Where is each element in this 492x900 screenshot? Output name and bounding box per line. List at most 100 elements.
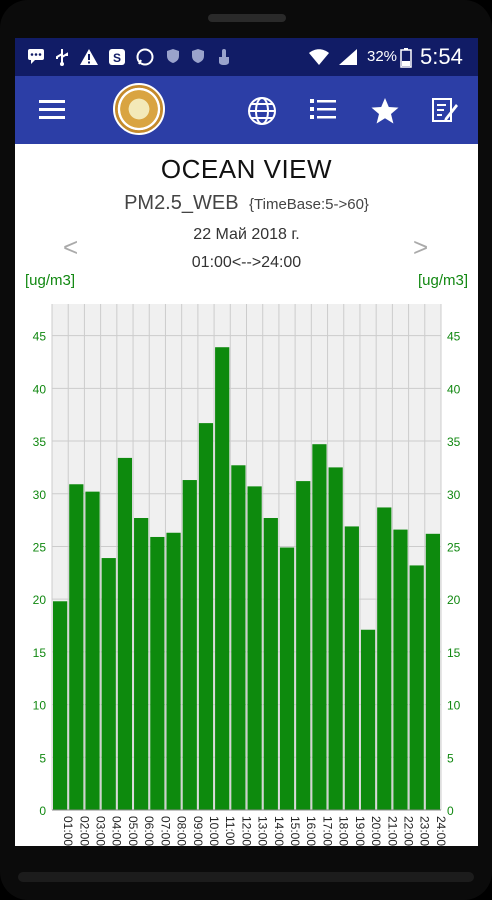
x-tick-label: 23:00: [418, 816, 432, 846]
x-tick-label: 20:00: [369, 816, 383, 846]
bar-23:00: [409, 565, 424, 810]
x-tick-label: 16:00: [304, 816, 318, 846]
bar-10:00: [198, 423, 214, 810]
sensor-name: PM2.5_WEB: [124, 192, 239, 214]
y-tick-left: 35: [33, 435, 47, 449]
phone-bottom-bezel: [18, 872, 474, 882]
edit-icon[interactable]: [429, 96, 461, 126]
y-tick-right: 25: [447, 540, 461, 554]
app-bar: [15, 76, 478, 144]
usb-icon: [55, 48, 69, 71]
y-tick-left: 40: [33, 382, 47, 396]
bars: [53, 347, 440, 810]
y-tick-right: 5: [447, 751, 454, 765]
x-tick-label: 12:00: [239, 816, 253, 846]
x-tick-label: 04:00: [110, 816, 124, 846]
shield-icon: [166, 48, 180, 69]
y-tick-right: 35: [447, 435, 461, 449]
sensor-line: PM2.5_WEB {TimeBase:5->60}: [15, 192, 478, 215]
menu-icon[interactable]: [39, 100, 65, 120]
bar-05:00: [117, 457, 133, 810]
x-tick-label: 24:00: [434, 816, 448, 846]
bar-chart: 0 0 5 5 10 10 15 15 20 20 25 25 30 30 35 35 40 40 45 45 01:0…: [33, 304, 461, 846]
y-tick-left: 30: [33, 488, 47, 502]
bar-15:00: [279, 547, 295, 810]
phone-speaker: [208, 14, 286, 22]
station-title: OCEAN VIEW: [160, 154, 333, 184]
grid-lines: [51, 304, 442, 811]
y-tick-left: 0: [39, 804, 46, 818]
y-axis-unit-left: [ug/m3]: [25, 272, 76, 289]
battery-percent: 32%: [367, 48, 398, 65]
bar-11:00: [215, 347, 230, 810]
bar-09:00: [182, 480, 197, 810]
y-tick-left: 10: [33, 699, 47, 713]
x-tick-label: 22:00: [401, 816, 415, 846]
y-tick-right: 30: [447, 488, 461, 502]
globe-icon[interactable]: [246, 96, 278, 126]
y-tick-right: 45: [447, 330, 461, 344]
svg-text:S: S: [113, 51, 121, 65]
shield-icon: [191, 48, 205, 69]
bar-16:00: [296, 481, 311, 810]
bar-01:00: [53, 601, 68, 810]
x-tick-label: 08:00: [175, 816, 189, 846]
x-tick-label: 09:00: [191, 816, 205, 846]
whatsapp-icon: [136, 48, 154, 71]
x-tick-label: 07:00: [158, 816, 172, 846]
y-tick-right: 20: [447, 593, 461, 607]
y-axis-unit-right: [ug/m3]: [417, 272, 468, 289]
y-tick-right: 0: [447, 804, 454, 818]
bar-13:00: [247, 486, 262, 810]
touch-icon: [217, 48, 231, 71]
bar-02:00: [69, 484, 84, 810]
bar-08:00: [166, 532, 181, 810]
x-tick-label: 10:00: [207, 816, 221, 846]
bar-06:00: [134, 517, 149, 810]
bar-20:00: [360, 629, 376, 810]
x-tick-label: 15:00: [288, 816, 302, 846]
time-range-label: 01:00<-->24:00: [191, 254, 302, 271]
star-icon[interactable]: [369, 96, 401, 126]
y-tick-left: 20: [33, 593, 47, 607]
message-icon: [27, 48, 45, 69]
bar-21:00: [377, 507, 392, 810]
list-icon[interactable]: [307, 96, 339, 126]
y-tick-left: 5: [39, 751, 46, 765]
wifi-icon: [308, 48, 330, 71]
y-tick-left: 25: [33, 540, 47, 554]
bar-04:00: [101, 558, 116, 810]
date-label: 22 Май 2018 г.: [193, 226, 300, 243]
x-tick-label: 01:00: [61, 816, 75, 846]
x-tick-label: 13:00: [256, 816, 270, 846]
bar-17:00: [312, 444, 327, 810]
prev-day-arrow[interactable]: <: [63, 232, 79, 262]
next-day-arrow[interactable]: >: [413, 232, 429, 262]
x-tick-label: 18:00: [337, 816, 351, 846]
bar-03:00: [85, 491, 100, 810]
x-tick-label: 14:00: [272, 816, 286, 846]
bar-24:00: [425, 533, 440, 810]
y-tick-left: 15: [33, 646, 47, 660]
app-logo[interactable]: [113, 83, 165, 135]
x-tick-label: 19:00: [353, 816, 367, 846]
screen: S 32% 5:54: [15, 38, 478, 846]
axis-ticks: 0 0 5 5 10 10 15 15 20 20 25 25 30 30 35 35 40 40 45 45 01:0…: [33, 330, 461, 846]
y-tick-left: 45: [33, 330, 47, 344]
status-bar: S 32% 5:54: [15, 38, 478, 76]
warning-icon: [79, 48, 99, 71]
y-tick-right: 10: [447, 699, 461, 713]
signal-icon: [338, 48, 358, 71]
bar-14:00: [263, 517, 278, 810]
bar-12:00: [231, 465, 246, 810]
bar-18:00: [328, 467, 343, 810]
x-tick-label: 21:00: [385, 816, 399, 846]
bar-07:00: [150, 536, 165, 810]
timebase-label: {TimeBase:5->60}: [249, 196, 369, 213]
status-clock: 5:54: [420, 44, 463, 69]
battery-icon: [400, 48, 412, 73]
x-tick-label: 03:00: [94, 816, 108, 846]
skype-icon: S: [108, 48, 126, 71]
x-tick-label: 06:00: [142, 816, 156, 846]
